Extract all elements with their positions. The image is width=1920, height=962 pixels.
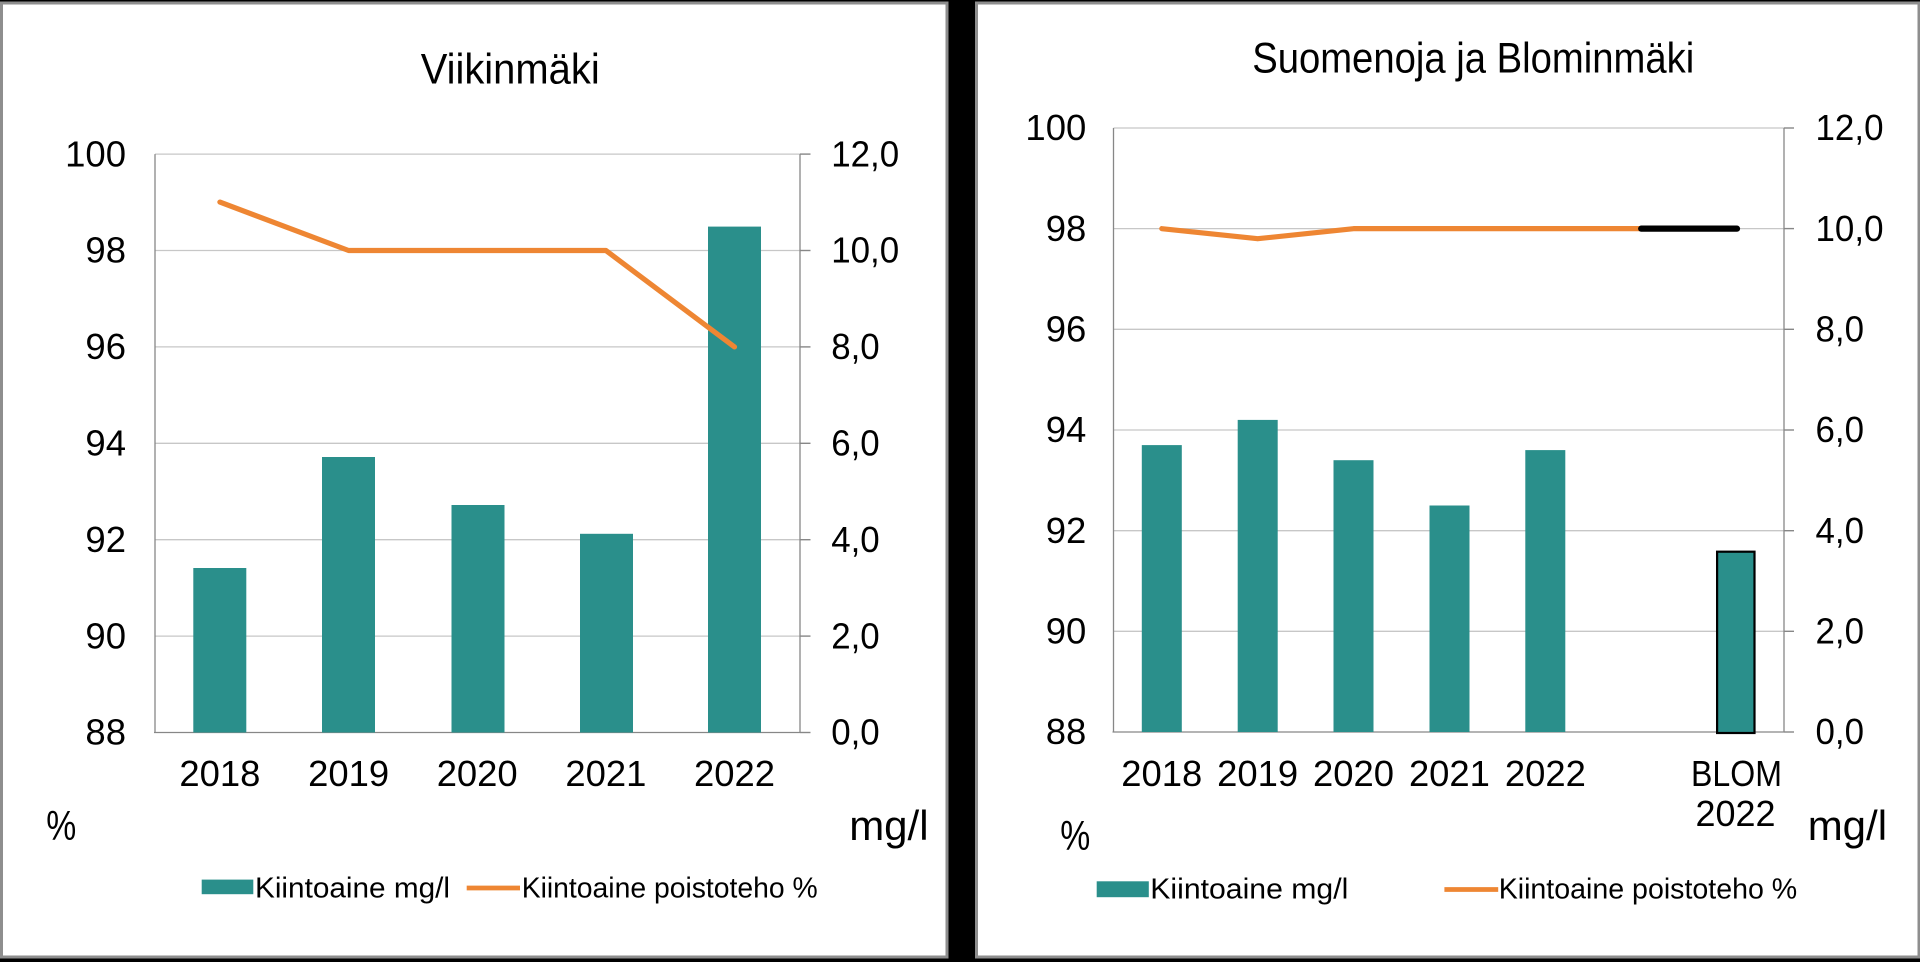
svg-text:2021: 2021 — [1409, 753, 1490, 794]
svg-text:4,0: 4,0 — [1816, 510, 1865, 551]
svg-text:2018: 2018 — [1121, 753, 1202, 794]
svg-text:2022: 2022 — [694, 753, 775, 794]
svg-text:12,0: 12,0 — [831, 133, 899, 174]
svg-text:2022: 2022 — [1696, 793, 1776, 834]
svg-text:4,0: 4,0 — [831, 519, 880, 560]
svg-text:10,0: 10,0 — [831, 230, 899, 271]
svg-text:0,0: 0,0 — [831, 712, 880, 753]
svg-text:6,0: 6,0 — [1816, 409, 1865, 450]
svg-text:92: 92 — [1046, 510, 1087, 551]
svg-text:%: % — [46, 802, 76, 849]
svg-text:100: 100 — [1025, 107, 1086, 148]
svg-text:Kiintoaine mg/l: Kiintoaine mg/l — [255, 873, 450, 905]
svg-text:8,0: 8,0 — [831, 326, 880, 367]
svg-text:Suomenoja ja Blominmäki: Suomenoja ja Blominmäki — [1252, 35, 1694, 83]
svg-text:92: 92 — [85, 519, 126, 560]
svg-text:90: 90 — [85, 615, 126, 656]
svg-text:Viikinmäki: Viikinmäki — [421, 46, 600, 94]
svg-text:2,0: 2,0 — [1816, 611, 1865, 652]
svg-text:2019: 2019 — [1217, 753, 1298, 794]
svg-text:98: 98 — [85, 230, 126, 271]
svg-text:Kiintoaine poistoteho %: Kiintoaine poistoteho % — [1499, 874, 1798, 906]
svg-text:%: % — [1060, 812, 1090, 859]
svg-text:BLOM: BLOM — [1691, 753, 1782, 794]
svg-text:2020: 2020 — [1313, 753, 1394, 794]
svg-text:0,0: 0,0 — [1816, 711, 1865, 752]
svg-text:2018: 2018 — [179, 753, 260, 794]
svg-text:Kiintoaine poistoteho %: Kiintoaine poistoteho % — [522, 873, 818, 905]
svg-text:94: 94 — [1046, 409, 1087, 450]
svg-text:2022: 2022 — [1505, 753, 1586, 794]
svg-text:Kiintoaine mg/l: Kiintoaine mg/l — [1150, 874, 1348, 906]
svg-text:8,0: 8,0 — [1816, 309, 1865, 350]
svg-text:98: 98 — [1046, 208, 1087, 249]
svg-text:96: 96 — [1046, 309, 1087, 350]
svg-text:2020: 2020 — [437, 753, 518, 794]
svg-text:6,0: 6,0 — [831, 423, 880, 464]
svg-text:mg/l: mg/l — [849, 802, 928, 849]
svg-text:88: 88 — [85, 712, 126, 753]
svg-text:mg/l: mg/l — [1808, 802, 1887, 849]
svg-text:10,0: 10,0 — [1816, 208, 1884, 249]
svg-text:2019: 2019 — [308, 753, 389, 794]
svg-text:100: 100 — [65, 133, 126, 174]
svg-text:2,0: 2,0 — [831, 615, 880, 656]
svg-text:88: 88 — [1046, 711, 1087, 752]
svg-text:12,0: 12,0 — [1816, 107, 1884, 148]
svg-text:90: 90 — [1046, 611, 1087, 652]
svg-text:96: 96 — [85, 326, 126, 367]
svg-text:2021: 2021 — [565, 753, 646, 794]
svg-text:94: 94 — [85, 423, 126, 464]
